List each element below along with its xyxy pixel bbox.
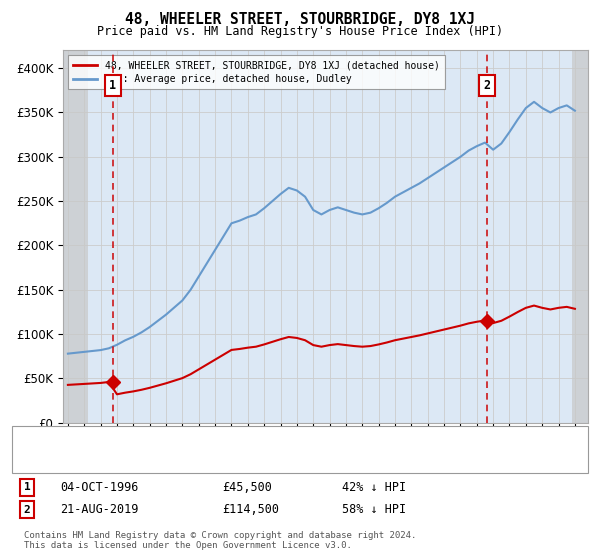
Text: £45,500: £45,500 — [222, 480, 272, 494]
Text: 2: 2 — [23, 505, 31, 515]
Text: 58% ↓ HPI: 58% ↓ HPI — [342, 503, 406, 516]
Text: Contains HM Land Registry data © Crown copyright and database right 2024.
This d: Contains HM Land Registry data © Crown c… — [24, 530, 416, 550]
Text: 48, WHEELER STREET, STOURBRIDGE, DY8 1XJ (detached house): 48, WHEELER STREET, STOURBRIDGE, DY8 1XJ… — [75, 432, 431, 442]
Bar — [572, 50, 588, 423]
Text: 48, WHEELER STREET, STOURBRIDGE, DY8 1XJ: 48, WHEELER STREET, STOURBRIDGE, DY8 1XJ — [125, 12, 475, 27]
Text: 42% ↓ HPI: 42% ↓ HPI — [342, 480, 406, 494]
Text: 1: 1 — [23, 482, 31, 492]
Text: 2: 2 — [484, 80, 491, 92]
Text: 1: 1 — [109, 80, 116, 92]
Text: 21-AUG-2019: 21-AUG-2019 — [60, 503, 139, 516]
Text: HPI: Average price, detached house, Dudley: HPI: Average price, detached house, Dudl… — [75, 455, 337, 465]
Bar — [63, 50, 88, 423]
Text: Price paid vs. HM Land Registry's House Price Index (HPI): Price paid vs. HM Land Registry's House … — [97, 25, 503, 38]
Text: 04-OCT-1996: 04-OCT-1996 — [60, 480, 139, 494]
Text: £114,500: £114,500 — [222, 503, 279, 516]
Legend: 48, WHEELER STREET, STOURBRIDGE, DY8 1XJ (detached house), HPI: Average price, d: 48, WHEELER STREET, STOURBRIDGE, DY8 1XJ… — [68, 55, 445, 89]
